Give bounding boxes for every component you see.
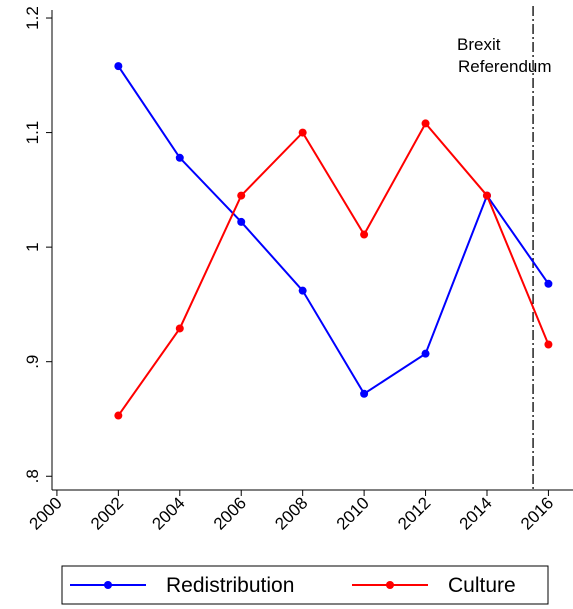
point [544, 279, 553, 288]
x-tick-label: 2004 [148, 493, 188, 533]
point [421, 349, 430, 358]
legend-box [61, 565, 549, 605]
point [114, 62, 123, 71]
point [237, 217, 246, 226]
point [360, 230, 369, 239]
point [175, 153, 184, 162]
point [298, 128, 307, 137]
point [421, 119, 430, 128]
legend-label: Culture [448, 574, 516, 597]
annotation: Brexit [457, 35, 501, 54]
point [544, 340, 553, 349]
legend-marker [104, 581, 112, 589]
x-tick-label: 2012 [394, 493, 434, 533]
x-tick-label: 2016 [517, 493, 557, 533]
x-tick-label: 2014 [456, 493, 496, 533]
y-tick-label: 1.1 [23, 121, 42, 145]
series-line [117, 65, 550, 396]
x-tick-label: 2010 [333, 493, 373, 533]
point [114, 411, 123, 420]
x-tick-label: 2008 [271, 493, 311, 533]
point [360, 389, 369, 398]
x-tick-label: 2000 [26, 493, 66, 533]
legend-marker [386, 581, 394, 589]
annotation: Referendum [458, 57, 552, 76]
y-tick-label: 1.2 [23, 6, 42, 30]
point [298, 286, 307, 295]
y-tick-label: 1 [23, 242, 42, 251]
legend-label: Redistribution [166, 574, 294, 597]
x-tick-label: 2002 [87, 493, 127, 533]
y-tick-label: .9 [23, 355, 42, 369]
y-tick-label: .8 [23, 469, 42, 483]
point [237, 191, 246, 200]
point [482, 191, 491, 200]
point [175, 324, 184, 333]
series-line [117, 121, 550, 417]
x-tick-label: 2006 [210, 493, 250, 533]
